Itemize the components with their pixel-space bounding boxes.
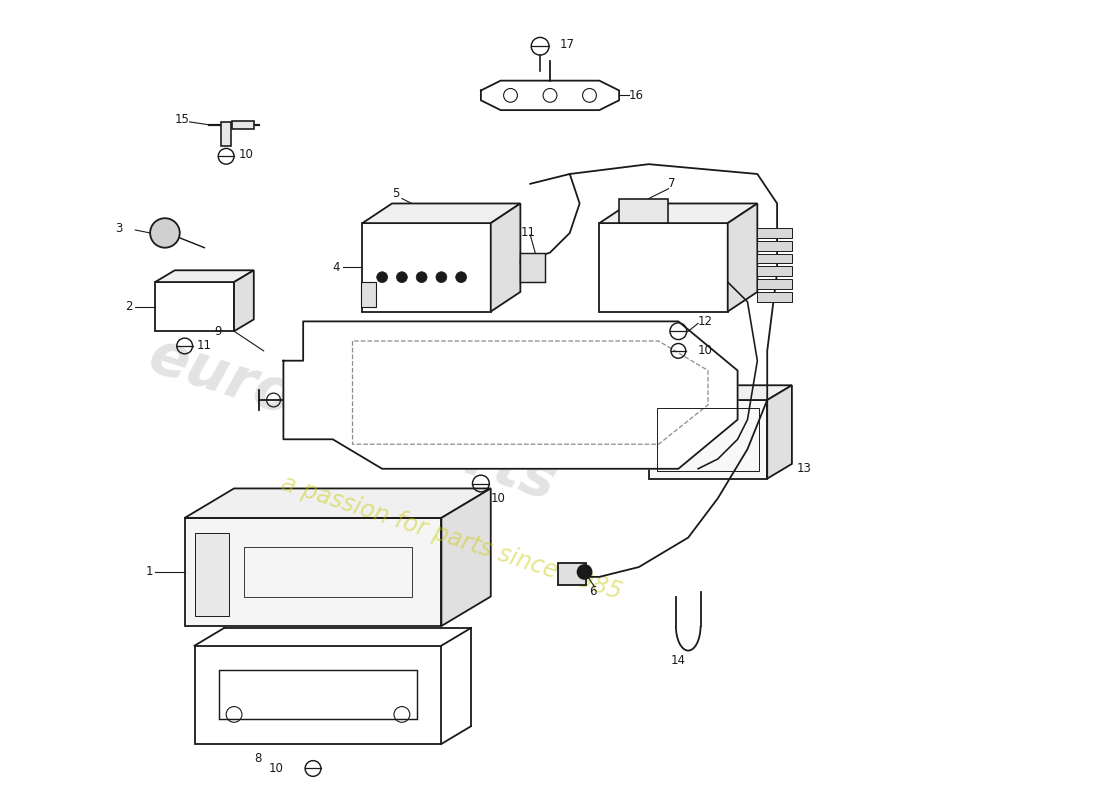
Bar xyxy=(221,122,231,146)
Polygon shape xyxy=(185,489,491,518)
Polygon shape xyxy=(185,518,441,626)
Polygon shape xyxy=(155,282,234,331)
Text: 15: 15 xyxy=(175,114,189,126)
Text: 10: 10 xyxy=(268,762,284,775)
Text: 13: 13 xyxy=(796,462,812,475)
Polygon shape xyxy=(284,322,738,469)
Polygon shape xyxy=(649,400,767,478)
Bar xyxy=(232,121,254,129)
Circle shape xyxy=(150,218,179,248)
Text: a passion for parts since 1985: a passion for parts since 1985 xyxy=(278,471,625,604)
Polygon shape xyxy=(728,203,757,311)
Bar xyxy=(757,254,792,263)
Bar xyxy=(757,228,792,238)
Text: 3: 3 xyxy=(116,222,123,234)
Text: 4: 4 xyxy=(333,261,340,274)
Polygon shape xyxy=(441,489,491,626)
Polygon shape xyxy=(362,223,491,311)
Polygon shape xyxy=(481,81,619,110)
Bar xyxy=(757,241,792,250)
Bar xyxy=(219,670,417,719)
Polygon shape xyxy=(767,386,792,478)
Circle shape xyxy=(436,272,447,282)
Polygon shape xyxy=(491,203,520,311)
Text: 9: 9 xyxy=(214,325,222,338)
Text: 1: 1 xyxy=(145,566,153,578)
Text: 10: 10 xyxy=(698,344,713,358)
Text: 10: 10 xyxy=(239,148,254,161)
Polygon shape xyxy=(600,223,728,311)
Bar xyxy=(757,279,792,289)
Bar xyxy=(558,563,585,585)
Circle shape xyxy=(396,272,407,282)
Bar xyxy=(657,408,759,470)
Bar xyxy=(195,646,441,744)
Bar xyxy=(757,292,792,302)
Text: 11: 11 xyxy=(520,226,536,239)
Text: eurocarparts: eurocarparts xyxy=(142,327,563,513)
Circle shape xyxy=(455,272,466,282)
Text: 7: 7 xyxy=(669,178,676,190)
Polygon shape xyxy=(649,386,792,400)
Text: 12: 12 xyxy=(698,315,713,328)
Bar xyxy=(244,547,411,597)
Circle shape xyxy=(416,272,427,282)
Polygon shape xyxy=(155,270,254,282)
Text: 11: 11 xyxy=(197,339,211,353)
Text: 10: 10 xyxy=(491,492,506,505)
Circle shape xyxy=(576,564,593,580)
Polygon shape xyxy=(600,203,757,223)
Text: 2: 2 xyxy=(125,300,133,313)
Circle shape xyxy=(376,272,387,282)
Text: 5: 5 xyxy=(392,187,399,200)
Text: 8: 8 xyxy=(254,752,261,765)
Text: 17: 17 xyxy=(560,38,575,50)
Text: 6: 6 xyxy=(590,585,597,598)
Bar xyxy=(520,253,546,282)
Bar xyxy=(195,533,229,616)
Bar xyxy=(619,198,669,223)
Bar xyxy=(362,282,376,306)
Polygon shape xyxy=(362,203,520,223)
Polygon shape xyxy=(234,270,254,331)
Text: 16: 16 xyxy=(629,89,644,102)
Bar xyxy=(757,266,792,276)
Text: 14: 14 xyxy=(671,654,686,667)
